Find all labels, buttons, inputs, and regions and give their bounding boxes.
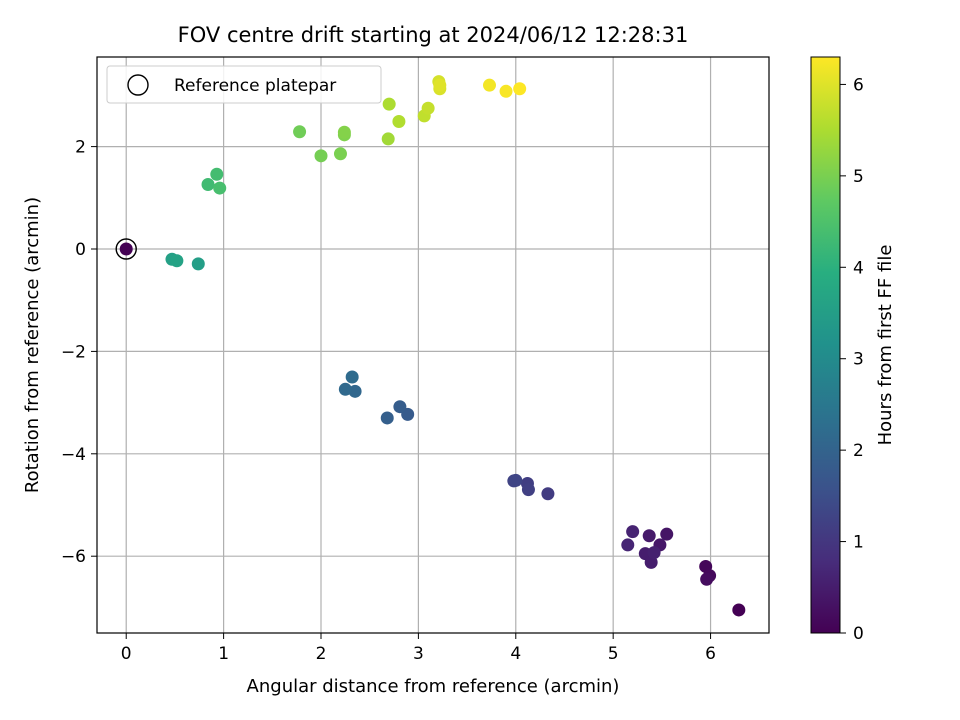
data-point xyxy=(393,400,407,414)
y-axis-ticks: −6 −4 −2 0 2 xyxy=(61,138,97,567)
chart-title: FOV centre drift starting at 2024/06/12 … xyxy=(178,23,689,47)
x-tick-label: 4 xyxy=(510,644,521,664)
grid-lines xyxy=(97,57,769,633)
data-point xyxy=(314,149,328,163)
colorbar-tick-label: 5 xyxy=(853,167,864,187)
reference-marker xyxy=(115,238,137,260)
y-tick-label: 0 xyxy=(75,240,86,260)
data-point xyxy=(201,177,215,191)
y-tick-label: −4 xyxy=(61,445,86,465)
data-point xyxy=(700,572,714,586)
data-point xyxy=(642,529,656,543)
y-axis-label: Rotation from reference (arcmin) xyxy=(22,197,43,493)
data-point xyxy=(293,125,307,139)
x-axis-ticks: 0 1 2 3 4 5 6 xyxy=(121,633,716,664)
legend-entry-reference-platepar: Reference platepar xyxy=(174,76,336,96)
data-point xyxy=(541,487,555,501)
colorbar: 0 1 2 3 4 5 6 Hours from first FF file xyxy=(810,56,896,644)
data-point xyxy=(626,525,640,539)
data-point xyxy=(338,382,352,396)
data-point xyxy=(521,483,535,497)
data-point xyxy=(170,254,184,268)
data-point xyxy=(513,82,527,96)
data-point xyxy=(732,603,746,617)
colorbar-ticks: 0 1 2 3 4 5 6 xyxy=(840,75,864,644)
colorbar-label: Hours from first FF file xyxy=(875,245,896,446)
data-point xyxy=(433,78,447,92)
data-point xyxy=(482,78,496,92)
data-point xyxy=(382,97,396,111)
plot-frame xyxy=(96,56,770,634)
data-point xyxy=(213,181,227,195)
data-point xyxy=(345,370,359,384)
colorbar-tick-label: 1 xyxy=(853,533,864,553)
data-point xyxy=(621,538,635,552)
colorbar-tick-label: 6 xyxy=(853,75,864,95)
y-tick-label: −2 xyxy=(61,342,86,362)
data-point xyxy=(380,411,394,425)
colorbar-tick-label: 3 xyxy=(853,350,864,370)
data-point xyxy=(119,242,133,256)
x-tick-label: 1 xyxy=(218,644,229,664)
colorbar-tick-label: 4 xyxy=(853,258,864,278)
legend-box xyxy=(106,65,382,104)
y-tick-label: −6 xyxy=(61,547,86,567)
data-point xyxy=(421,101,435,115)
x-tick-label: 6 xyxy=(705,644,716,664)
data-point xyxy=(210,167,224,181)
data-point xyxy=(392,115,406,129)
legend: Reference platepar xyxy=(106,65,382,104)
data-point xyxy=(381,132,395,146)
scatter-points xyxy=(115,75,746,617)
data-point xyxy=(499,84,513,98)
x-tick-label: 3 xyxy=(413,644,424,664)
data-point xyxy=(348,384,362,398)
colorbar-tick-label: 0 xyxy=(853,624,864,644)
legend-marker-icon xyxy=(127,74,149,96)
data-point xyxy=(647,546,661,560)
data-point xyxy=(191,257,205,271)
data-point xyxy=(660,527,674,541)
data-point xyxy=(509,473,523,487)
y-tick-label: 2 xyxy=(75,138,86,158)
x-tick-label: 5 xyxy=(608,644,619,664)
x-axis-label: Angular distance from reference (arcmin) xyxy=(247,676,620,697)
data-point xyxy=(333,147,347,161)
colorbar-gradient xyxy=(810,56,841,634)
colorbar-tick-label: 2 xyxy=(853,441,864,461)
data-point xyxy=(337,125,351,139)
x-tick-label: 0 xyxy=(121,644,132,664)
x-tick-label: 2 xyxy=(316,644,327,664)
